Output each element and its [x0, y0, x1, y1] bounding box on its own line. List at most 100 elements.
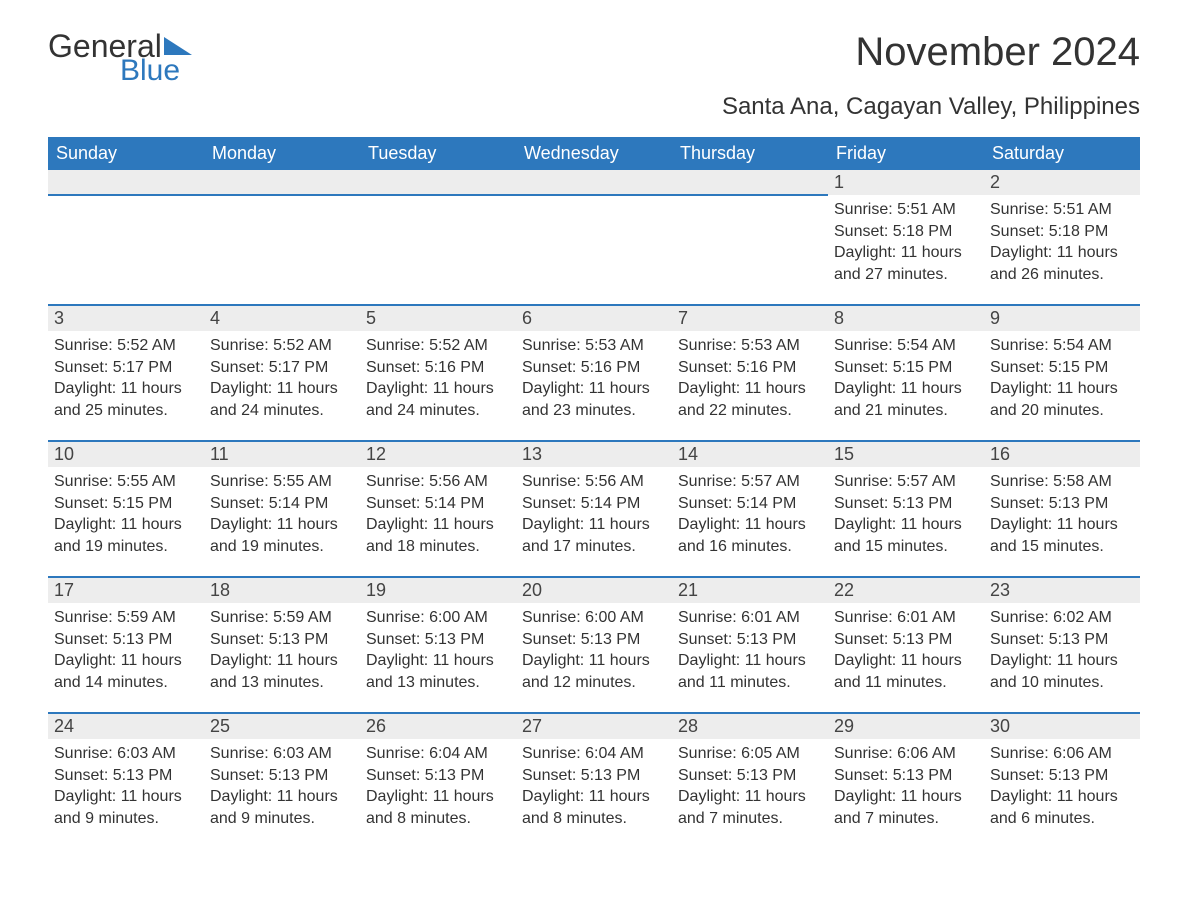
- daylight-line: Daylight: 11 hours and 19 minutes.: [54, 514, 198, 557]
- day-cell: Sunrise: 5:56 AMSunset: 5:14 PMDaylight:…: [516, 467, 672, 577]
- sunrise-line: Sunrise: 5:52 AM: [366, 335, 510, 357]
- sunrise-line: Sunrise: 6:04 AM: [366, 743, 510, 765]
- sunset-line: Sunset: 5:14 PM: [522, 493, 666, 515]
- day-cell: Sunrise: 5:57 AMSunset: 5:14 PMDaylight:…: [672, 467, 828, 577]
- day-number: 25: [204, 713, 360, 739]
- daylight-line: Daylight: 11 hours and 17 minutes.: [522, 514, 666, 557]
- day-number: 3: [48, 305, 204, 331]
- day-cell: Sunrise: 6:05 AMSunset: 5:13 PMDaylight:…: [672, 739, 828, 849]
- daylight-line: Daylight: 11 hours and 26 minutes.: [990, 242, 1134, 285]
- sunrise-line: Sunrise: 5:58 AM: [990, 471, 1134, 493]
- empty-cell: [516, 195, 672, 305]
- day-cell: Sunrise: 5:53 AMSunset: 5:16 PMDaylight:…: [672, 331, 828, 441]
- daylight-line: Daylight: 11 hours and 15 minutes.: [990, 514, 1134, 557]
- sunrise-line: Sunrise: 6:01 AM: [678, 607, 822, 629]
- day-data-row: Sunrise: 5:52 AMSunset: 5:17 PMDaylight:…: [48, 331, 1140, 441]
- sunrise-line: Sunrise: 6:00 AM: [522, 607, 666, 629]
- daylight-line: Daylight: 11 hours and 27 minutes.: [834, 242, 978, 285]
- day-number: 4: [204, 305, 360, 331]
- sunset-line: Sunset: 5:13 PM: [678, 765, 822, 787]
- sunrise-line: Sunrise: 5:51 AM: [990, 199, 1134, 221]
- daylight-line: Daylight: 11 hours and 24 minutes.: [210, 378, 354, 421]
- day-number-row: 24252627282930: [48, 713, 1140, 739]
- day-number: 28: [672, 713, 828, 739]
- sunrise-line: Sunrise: 6:06 AM: [990, 743, 1134, 765]
- weekday-header: Friday: [828, 137, 984, 170]
- day-number-row: 12: [48, 170, 1140, 195]
- sunset-line: Sunset: 5:15 PM: [54, 493, 198, 515]
- day-number: 15: [828, 441, 984, 467]
- sunrise-line: Sunrise: 5:52 AM: [210, 335, 354, 357]
- sunset-line: Sunset: 5:18 PM: [834, 221, 978, 243]
- page-header: General Blue November 2024 Santa Ana, Ca…: [48, 30, 1140, 129]
- empty-cell: [204, 170, 360, 195]
- day-number: 18: [204, 577, 360, 603]
- sunset-line: Sunset: 5:16 PM: [522, 357, 666, 379]
- month-title: November 2024: [722, 30, 1140, 75]
- sunset-line: Sunset: 5:14 PM: [678, 493, 822, 515]
- day-number: 26: [360, 713, 516, 739]
- day-cell: Sunrise: 5:52 AMSunset: 5:17 PMDaylight:…: [48, 331, 204, 441]
- sunrise-line: Sunrise: 6:06 AM: [834, 743, 978, 765]
- daylight-line: Daylight: 11 hours and 8 minutes.: [366, 786, 510, 829]
- day-cell: Sunrise: 5:54 AMSunset: 5:15 PMDaylight:…: [984, 331, 1140, 441]
- day-number: 13: [516, 441, 672, 467]
- empty-cell: [672, 170, 828, 195]
- day-number: 30: [984, 713, 1140, 739]
- day-number: 10: [48, 441, 204, 467]
- day-number: 23: [984, 577, 1140, 603]
- weekday-header: Thursday: [672, 137, 828, 170]
- empty-cell: [360, 195, 516, 305]
- sunrise-line: Sunrise: 6:01 AM: [834, 607, 978, 629]
- sunset-line: Sunset: 5:13 PM: [210, 629, 354, 651]
- day-data-row: Sunrise: 5:59 AMSunset: 5:13 PMDaylight:…: [48, 603, 1140, 713]
- sunrise-line: Sunrise: 5:53 AM: [678, 335, 822, 357]
- sunset-line: Sunset: 5:13 PM: [366, 765, 510, 787]
- sunrise-line: Sunrise: 5:59 AM: [210, 607, 354, 629]
- day-cell: Sunrise: 5:57 AMSunset: 5:13 PMDaylight:…: [828, 467, 984, 577]
- logo-triangle-icon: [164, 37, 192, 55]
- day-cell: Sunrise: 6:06 AMSunset: 5:13 PMDaylight:…: [828, 739, 984, 849]
- daylight-line: Daylight: 11 hours and 10 minutes.: [990, 650, 1134, 693]
- day-number: 11: [204, 441, 360, 467]
- day-number: 21: [672, 577, 828, 603]
- daylight-line: Daylight: 11 hours and 22 minutes.: [678, 378, 822, 421]
- weekday-header: Wednesday: [516, 137, 672, 170]
- daylight-line: Daylight: 11 hours and 9 minutes.: [54, 786, 198, 829]
- day-cell: Sunrise: 6:01 AMSunset: 5:13 PMDaylight:…: [672, 603, 828, 713]
- day-cell: Sunrise: 5:51 AMSunset: 5:18 PMDaylight:…: [828, 195, 984, 305]
- day-cell: Sunrise: 5:51 AMSunset: 5:18 PMDaylight:…: [984, 195, 1140, 305]
- sunset-line: Sunset: 5:17 PM: [210, 357, 354, 379]
- daylight-line: Daylight: 11 hours and 13 minutes.: [210, 650, 354, 693]
- day-cell: Sunrise: 6:02 AMSunset: 5:13 PMDaylight:…: [984, 603, 1140, 713]
- daylight-line: Daylight: 11 hours and 23 minutes.: [522, 378, 666, 421]
- logo: General Blue: [48, 30, 192, 86]
- day-number: 12: [360, 441, 516, 467]
- sunrise-line: Sunrise: 5:55 AM: [54, 471, 198, 493]
- daylight-line: Daylight: 11 hours and 11 minutes.: [834, 650, 978, 693]
- sunrise-line: Sunrise: 5:54 AM: [834, 335, 978, 357]
- day-number: 6: [516, 305, 672, 331]
- day-number-row: 3456789: [48, 305, 1140, 331]
- day-number: 19: [360, 577, 516, 603]
- day-cell: Sunrise: 6:04 AMSunset: 5:13 PMDaylight:…: [516, 739, 672, 849]
- daylight-line: Daylight: 11 hours and 21 minutes.: [834, 378, 978, 421]
- day-number: 27: [516, 713, 672, 739]
- daylight-line: Daylight: 11 hours and 18 minutes.: [366, 514, 510, 557]
- daylight-line: Daylight: 11 hours and 7 minutes.: [834, 786, 978, 829]
- sunset-line: Sunset: 5:13 PM: [834, 765, 978, 787]
- sunset-line: Sunset: 5:13 PM: [54, 765, 198, 787]
- weekday-header: Tuesday: [360, 137, 516, 170]
- sunset-line: Sunset: 5:13 PM: [990, 493, 1134, 515]
- daylight-line: Daylight: 11 hours and 25 minutes.: [54, 378, 198, 421]
- daylight-line: Daylight: 11 hours and 9 minutes.: [210, 786, 354, 829]
- sunrise-line: Sunrise: 5:56 AM: [522, 471, 666, 493]
- sunset-line: Sunset: 5:13 PM: [834, 629, 978, 651]
- day-number: 7: [672, 305, 828, 331]
- day-number-row: 17181920212223: [48, 577, 1140, 603]
- day-number-row: 10111213141516: [48, 441, 1140, 467]
- empty-cell: [672, 195, 828, 305]
- day-cell: Sunrise: 5:54 AMSunset: 5:15 PMDaylight:…: [828, 331, 984, 441]
- empty-cell: [48, 195, 204, 305]
- sunset-line: Sunset: 5:14 PM: [210, 493, 354, 515]
